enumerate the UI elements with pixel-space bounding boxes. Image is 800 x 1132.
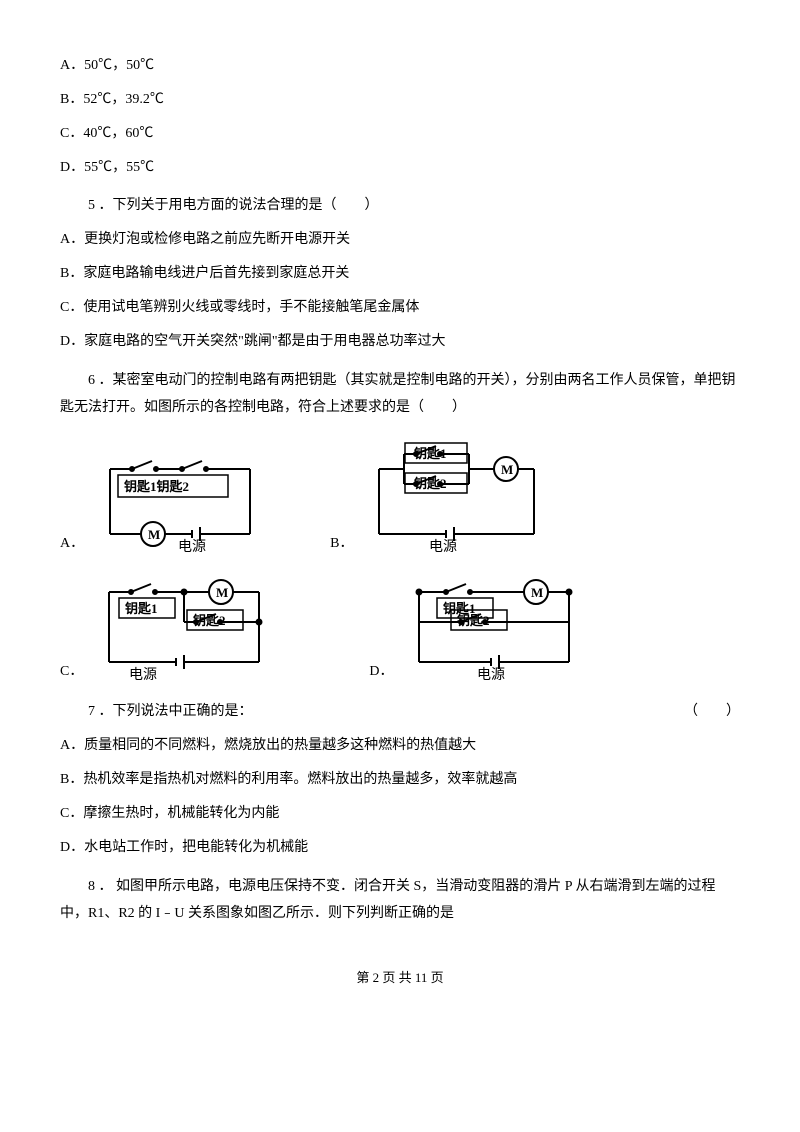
q5-option-b: B．家庭电路输电线进户后首先接到家庭总开关 <box>60 262 740 282</box>
circuit-c-label: C． <box>60 660 83 680</box>
circuit-a-label: A． <box>60 532 84 552</box>
circuit-b-motor: M <box>501 462 513 477</box>
circuit-c-key1: 钥匙1 <box>125 601 158 616</box>
q7-option-c: C．摩擦生热时，机械能转化为内能 <box>60 802 740 822</box>
circuit-row-2: C． <box>60 572 740 682</box>
circuit-c-key2: 钥匙2 <box>193 613 226 628</box>
circuit-b-diagram: 钥匙1 钥匙2 M 电源 <box>359 439 554 554</box>
circuit-c-power: 电源 <box>129 667 157 682</box>
page-content: A．50℃，50℃ B．52℃，39.2℃ C．40℃，60℃ D．55℃，55… <box>0 0 800 1016</box>
circuit-d-label: D． <box>369 660 393 680</box>
q5-option-c: C．使用试电笔辨别火线或零线时，手不能接触笔尾金属体 <box>60 296 740 316</box>
circuit-d-power: 电源 <box>477 667 505 682</box>
q5-option-d: D．家庭电路的空气开关突然"跳闸"都是由于用电器总功率过大 <box>60 330 740 350</box>
q7-option-b: B．热机效率是指热机对燃料的利用率。燃料放出的热量越多，效率就越高 <box>60 768 740 788</box>
circuit-a-diagram: 钥匙1钥匙2 M 电源 <box>90 449 270 554</box>
q7-option-d: D．水电站工作时，把电能转化为机械能 <box>60 836 740 856</box>
circuit-b-label: B． <box>330 532 353 552</box>
q7-option-a: A．质量相同的不同燃料，燃烧放出的热量越多这种燃料的热值越大 <box>60 734 740 754</box>
q8-stem: 8 ． 如图甲所示电路，电源电压保持不变．闭合开关 S，当滑动变阻器的滑片 P … <box>60 874 740 927</box>
circuit-c-wrap: C． <box>60 572 279 682</box>
q7-stem-row: 7 ．下列说法中正确的是： （ ） <box>60 700 740 720</box>
circuit-a-motor: M <box>148 527 160 542</box>
q7-stem-left: 7 ．下列说法中正确的是： <box>60 700 253 720</box>
circuit-b-wrap: B． <box>330 439 554 554</box>
circuit-a-power: 电源 <box>178 539 206 554</box>
circuit-c-diagram: 钥匙1 钥匙2 M 电源 <box>89 572 279 682</box>
page-footer: 第 2 页 共 11 页 <box>60 967 740 986</box>
circuit-d-key2: 钥匙2 <box>457 613 490 628</box>
circuit-a-wrap: A． <box>60 449 270 554</box>
circuit-b-key1: 钥匙1 <box>414 446 447 461</box>
circuit-a-key-text: 钥匙1钥匙2 <box>124 479 189 494</box>
q4-option-a: A．50℃，50℃ <box>60 54 740 74</box>
circuit-d-wrap: D． <box>369 572 589 682</box>
q4-option-c: C．40℃，60℃ <box>60 122 740 142</box>
q4-option-b: B．52℃，39.2℃ <box>60 88 740 108</box>
q4-option-d: D．55℃，55℃ <box>60 156 740 176</box>
q6-stem: 6 ．某密室电动门的控制电路有两把钥匙（其实就是控制电路的开关），分别由两名工作… <box>60 368 740 421</box>
circuit-d-motor: M <box>531 585 543 600</box>
q5-stem: 5 ．下列关于用电方面的说法合理的是（ ） <box>60 194 740 214</box>
circuit-c-motor: M <box>216 585 228 600</box>
circuit-d-diagram: 钥匙1 钥匙2 M 电源 <box>399 572 589 682</box>
circuit-b-key2: 钥匙2 <box>414 476 447 491</box>
circuit-row-1: A． <box>60 439 740 554</box>
q7-stem-right: （ ） <box>684 700 740 720</box>
circuit-b-power: 电源 <box>429 539 457 554</box>
q5-option-a: A．更换灯泡或检修电路之前应先断开电源开关 <box>60 228 740 248</box>
